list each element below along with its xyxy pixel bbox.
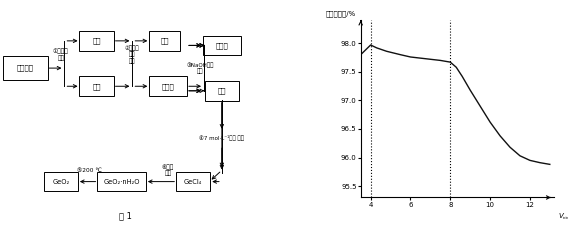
Text: 有机层: 有机层 [162,83,174,90]
FancyBboxPatch shape [203,36,241,55]
FancyBboxPatch shape [2,56,48,80]
FancyBboxPatch shape [176,172,210,191]
Text: 锗的萃取率/%: 锗的萃取率/% [326,10,356,17]
Text: ②有机萃
取剂
萃取: ②有机萃 取剂 萃取 [125,45,140,64]
Text: ⑤200 ℃: ⑤200 ℃ [77,168,102,173]
FancyBboxPatch shape [149,76,187,96]
Text: $V_{水相}$: $V_{水相}$ [558,212,568,221]
FancyBboxPatch shape [97,172,146,191]
Text: GeO₂: GeO₂ [52,179,69,185]
FancyBboxPatch shape [149,31,180,51]
FancyBboxPatch shape [80,76,114,96]
Text: 滤液: 滤液 [93,83,101,90]
Text: ③NaOH溶液
分液: ③NaOH溶液 分液 [187,62,214,74]
Text: 滤液: 滤液 [93,37,101,44]
Text: 有机层: 有机层 [215,42,228,49]
FancyBboxPatch shape [80,31,114,51]
Text: 水层: 水层 [160,37,169,44]
Text: 水层: 水层 [218,87,226,94]
Text: 含锗烟尘: 含锗烟尘 [16,65,34,72]
Text: ⑥纯水
过滤: ⑥纯水 过滤 [162,164,174,176]
Text: 图 1: 图 1 [119,211,132,220]
FancyBboxPatch shape [44,172,78,191]
Text: ①稀盐酸
过滤: ①稀盐酸 过滤 [53,48,69,61]
FancyBboxPatch shape [204,81,239,101]
Text: GeCl₄: GeCl₄ [184,179,202,185]
Text: GeO₂·nH₂O: GeO₂·nH₂O [103,179,140,185]
Text: ④7 mol·L⁻¹盐酸 蒸馏: ④7 mol·L⁻¹盐酸 蒸馏 [199,136,244,141]
